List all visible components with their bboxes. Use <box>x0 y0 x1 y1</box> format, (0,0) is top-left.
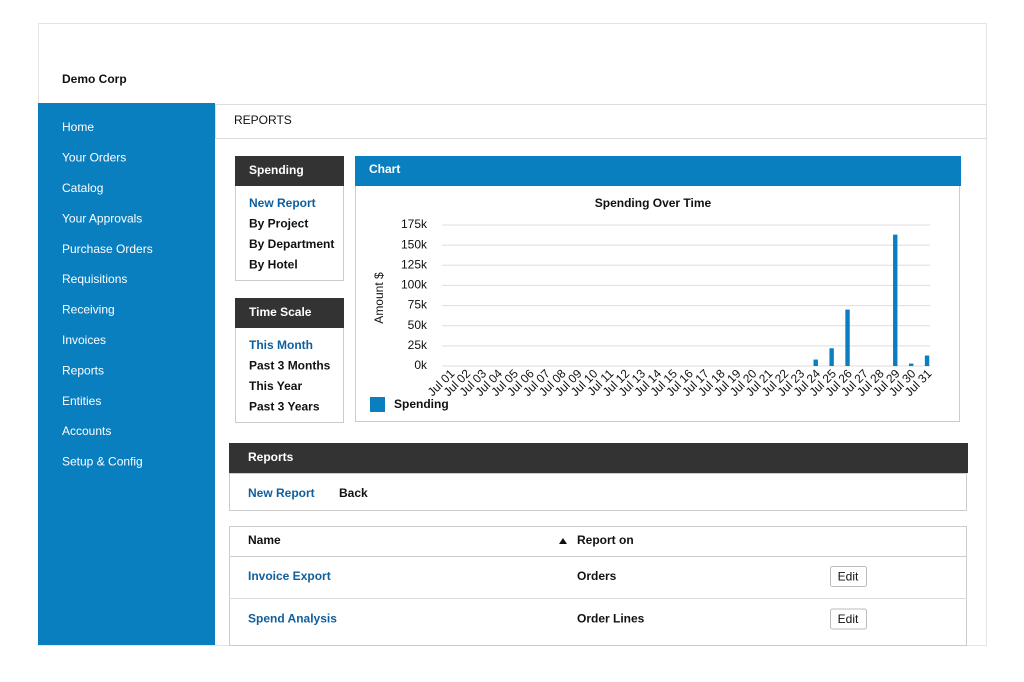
nav-item[interactable]: Your Orders <box>62 151 126 165</box>
nav-item[interactable]: Purchase Orders <box>62 242 153 256</box>
bar <box>829 348 834 366</box>
report-on: Order Lines <box>577 612 645 626</box>
y-tick-label: 75k <box>408 298 428 312</box>
section-title: Reports <box>248 450 294 464</box>
edit-label[interactable]: Edit <box>838 570 859 584</box>
nav-item[interactable]: Accounts <box>62 424 111 438</box>
y-tick-label: 50k <box>408 318 428 332</box>
chart-panel <box>355 156 960 422</box>
panel-link[interactable]: By Hotel <box>249 257 298 271</box>
report-on: Orders <box>577 569 617 583</box>
y-tick-label: 25k <box>408 338 428 352</box>
panel-link[interactable]: This Month <box>249 338 313 352</box>
time-scale-header <box>235 298 344 328</box>
title-bar <box>215 104 987 139</box>
panel-title: Time Scale <box>249 305 312 319</box>
action-link[interactable]: New Report <box>248 486 315 500</box>
bar <box>845 309 850 366</box>
nav-item[interactable]: Catalog <box>62 181 103 195</box>
panel-title: Spending <box>249 163 304 177</box>
reports-actions <box>229 473 967 511</box>
bar <box>924 355 930 366</box>
action-link[interactable]: Back <box>339 486 368 500</box>
edit-button[interactable] <box>830 566 867 587</box>
y-tick-label: 0k <box>414 358 428 372</box>
edit-label[interactable]: Edit <box>838 612 859 626</box>
company-name: Demo Corp <box>62 72 127 86</box>
panel-link[interactable]: New Report <box>249 196 316 210</box>
sidebar <box>38 103 215 645</box>
nav-item[interactable]: Entities <box>62 394 101 408</box>
panel-link[interactable]: This Year <box>249 379 302 393</box>
nav-item[interactable]: Invoices <box>62 333 106 347</box>
bar <box>813 359 818 366</box>
panel-link[interactable]: By Department <box>249 237 334 251</box>
y-tick-label: 125k <box>401 257 428 271</box>
chart-header <box>355 156 961 186</box>
sort-icon <box>559 538 567 544</box>
panel-link[interactable]: Past 3 Months <box>249 359 331 373</box>
edit-button[interactable] <box>830 608 867 630</box>
panel-title: Chart <box>369 162 400 176</box>
y-tick-label: 175k <box>401 217 428 231</box>
y-axis-label: Amount $ <box>372 272 386 324</box>
nav-item[interactable]: Reports <box>62 363 104 377</box>
column-header[interactable]: Report on <box>577 533 634 547</box>
nav-item[interactable]: Home <box>62 120 94 134</box>
column-header[interactable]: Name <box>248 533 281 547</box>
nav-item[interactable]: Setup & Config <box>62 455 143 469</box>
bar <box>908 363 914 366</box>
spending-header <box>235 156 344 186</box>
panel-link[interactable]: Past 3 Years <box>249 399 320 413</box>
nav-item[interactable]: Receiving <box>62 303 115 317</box>
legend-swatch <box>370 397 385 412</box>
reports-header <box>229 443 968 473</box>
y-tick-label: 100k <box>401 278 428 292</box>
panel-link[interactable]: By Project <box>249 217 308 231</box>
report-name[interactable]: Invoice Export <box>248 569 331 583</box>
report-name[interactable]: Spend Analysis <box>248 612 337 626</box>
y-tick-label: 150k <box>401 237 428 251</box>
bar <box>893 234 898 366</box>
nav-item[interactable]: Your Approvals <box>62 211 142 225</box>
page-title: REPORTS <box>234 113 292 127</box>
legend-label: Spending <box>394 397 449 411</box>
nav-item[interactable]: Requisitions <box>62 272 127 286</box>
chart-title: Spending Over Time <box>595 196 712 210</box>
